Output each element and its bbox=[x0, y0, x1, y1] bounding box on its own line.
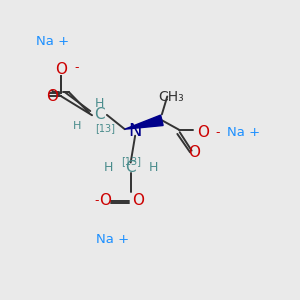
Text: Na +: Na + bbox=[97, 233, 130, 246]
Text: Na +: Na + bbox=[227, 126, 260, 139]
Text: -: - bbox=[94, 194, 99, 207]
Text: H: H bbox=[103, 161, 113, 174]
Text: N: N bbox=[128, 122, 142, 140]
Text: C: C bbox=[125, 160, 136, 175]
Text: [13]: [13] bbox=[95, 123, 115, 133]
Text: O: O bbox=[189, 146, 201, 160]
Text: -: - bbox=[74, 61, 79, 74]
Text: [13]: [13] bbox=[121, 156, 141, 166]
Text: O: O bbox=[99, 193, 111, 208]
Text: O: O bbox=[197, 125, 209, 140]
Text: O: O bbox=[132, 193, 144, 208]
Text: H: H bbox=[148, 161, 158, 174]
Text: C: C bbox=[94, 107, 105, 122]
Text: O: O bbox=[46, 89, 58, 104]
Text: CH₃: CH₃ bbox=[158, 89, 184, 103]
Text: H: H bbox=[95, 98, 104, 110]
Polygon shape bbox=[125, 115, 163, 129]
Text: H: H bbox=[73, 121, 81, 131]
Text: O: O bbox=[55, 62, 67, 77]
Text: -: - bbox=[215, 126, 220, 139]
Text: Na +: Na + bbox=[36, 35, 69, 48]
